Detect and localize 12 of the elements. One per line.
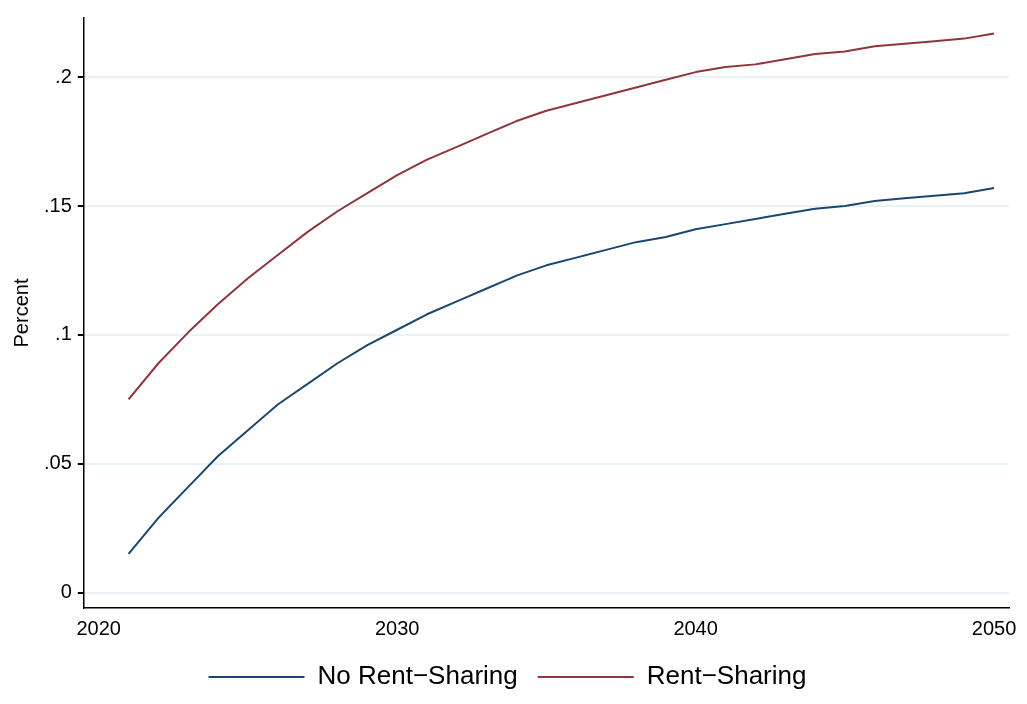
y-tick-label: .15 <box>43 193 72 216</box>
x-tick-label: 2030 <box>374 616 420 639</box>
y-tick-label: .1 <box>55 322 72 345</box>
x-tick-label: 2020 <box>76 616 121 639</box>
legend-label: Rent−Sharing <box>646 660 807 691</box>
y-tick-label: .2 <box>55 64 72 87</box>
x-tick-label: 2050 <box>971 616 1017 639</box>
y-tick-label: 0 <box>60 580 72 603</box>
y-axis-title: Percent <box>9 278 32 348</box>
y-tick-label: .05 <box>43 451 72 474</box>
legend-label: No Rent−Sharing <box>317 660 518 691</box>
x-tick-label: 2040 <box>673 616 718 639</box>
